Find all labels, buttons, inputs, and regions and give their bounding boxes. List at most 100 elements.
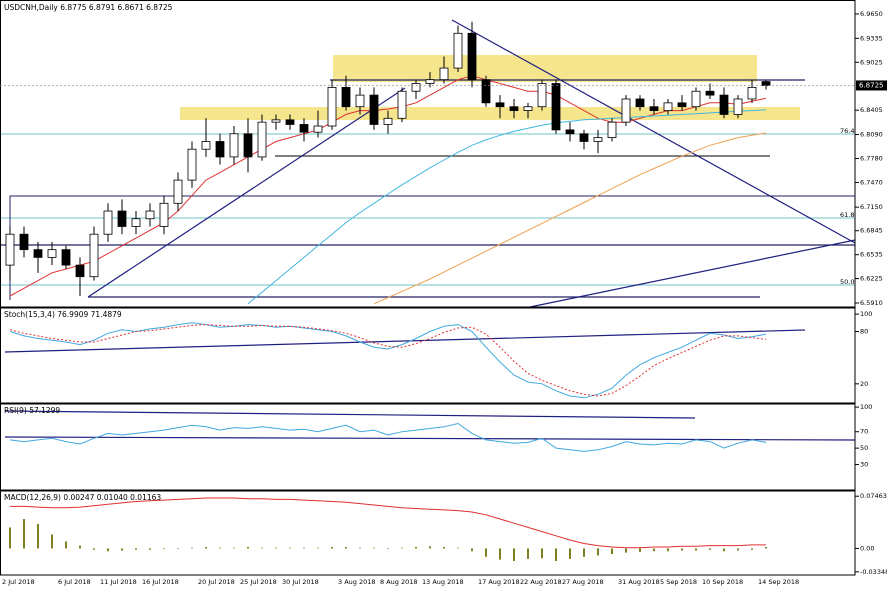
candle-body	[565, 129, 575, 135]
y-tick-label: 30	[860, 461, 868, 469]
indicator-line	[247, 109, 767, 305]
x-tick-label: 31 Aug 2018	[618, 578, 660, 586]
y-tick-label: 6.9025	[860, 58, 883, 66]
indicator-title: RSI(9) 57.1299	[4, 406, 60, 415]
histogram-bar	[401, 547, 403, 549]
candle-body	[537, 83, 547, 108]
y-tick-label: 20	[860, 380, 868, 388]
candle-body	[89, 233, 99, 278]
candle-body	[579, 133, 589, 142]
histogram-bar	[317, 547, 319, 549]
candle-body	[341, 86, 351, 108]
histogram-bar	[639, 548, 641, 552]
histogram-bar	[709, 548, 711, 550]
histogram-bar	[9, 527, 11, 549]
y-tick-label: 6.6535	[860, 251, 883, 259]
candle-body	[677, 102, 687, 108]
histogram-bar	[485, 548, 487, 557]
x-tick-label: 17 Aug 2018	[478, 578, 520, 586]
trend-line	[4, 436, 856, 441]
histogram-bar	[737, 548, 739, 551]
candle-body	[159, 202, 169, 227]
x-tick-label: 13 Aug 2018	[422, 578, 464, 586]
indicator-line	[9, 324, 767, 397]
histogram-bar	[555, 548, 557, 562]
indicator-line	[9, 75, 767, 297]
x-tick-label: 22 Aug 2018	[520, 578, 562, 586]
histogram-bar	[191, 547, 193, 549]
candle-body	[19, 233, 29, 251]
candle-body	[215, 141, 225, 158]
candle-body	[663, 102, 673, 111]
candle-body	[635, 98, 645, 108]
y-tick-label: 6.7470	[860, 178, 883, 186]
candle-body	[47, 249, 57, 258]
trend-line	[87, 87, 406, 298]
y-tick-label: 80	[860, 328, 868, 336]
histogram-bar	[429, 546, 431, 549]
histogram-bar	[93, 548, 95, 550]
candle-body	[243, 133, 253, 158]
candle-body	[649, 106, 659, 111]
y-tick-label: 6.5910	[860, 299, 883, 307]
y-tick-label: 0.07463	[860, 492, 887, 500]
histogram-bar	[261, 547, 263, 549]
candle-body	[761, 81, 771, 86]
chart-title: USDCNH,Daily 6.8775 6.8791 6.8671 6.8725	[4, 3, 173, 12]
candle-body	[75, 264, 85, 278]
histogram-bar	[37, 523, 39, 549]
histogram-bar	[513, 548, 515, 562]
histogram-bar	[289, 547, 291, 549]
y-tick-label: 0.00	[860, 544, 874, 552]
y-tick-label: 6.8405	[860, 106, 883, 114]
histogram-bar	[611, 548, 613, 555]
histogram-bar	[107, 548, 109, 552]
indicator-line	[9, 422, 767, 452]
candle-body	[607, 121, 617, 139]
histogram-bar	[51, 534, 53, 549]
histogram-bar	[205, 547, 207, 549]
trend-line	[451, 19, 856, 244]
indicator-title: Stoch(15,3,4) 76.9909 71.4879	[4, 310, 122, 319]
candle-body	[201, 141, 211, 150]
candle-body	[467, 32, 477, 81]
histogram-bar	[765, 547, 767, 549]
y-tick-label: -0.03348	[860, 568, 887, 576]
y-tick-label: 6.8090	[860, 131, 883, 139]
histogram-bar	[65, 541, 67, 549]
y-tick-label: 6.9335	[860, 34, 883, 42]
candle-body	[621, 98, 631, 123]
candle-body	[397, 90, 407, 119]
candle-body	[481, 79, 491, 104]
histogram-bar	[667, 548, 669, 552]
histogram-bar	[499, 548, 501, 560]
candle-body	[747, 86, 757, 100]
histogram-bar	[695, 548, 697, 551]
histogram-bar	[233, 547, 235, 549]
histogram-bar	[247, 547, 249, 549]
histogram-bar	[527, 548, 529, 559]
candle-body	[285, 119, 295, 125]
candle-body	[523, 106, 533, 111]
indicator-line	[10, 497, 766, 549]
candle-body	[691, 90, 701, 108]
candle-body	[495, 102, 505, 108]
histogram-bar	[135, 548, 137, 550]
plot-frame	[0, 0, 856, 576]
histogram-bar	[177, 548, 179, 550]
histogram-bar	[751, 548, 753, 550]
trend-line	[529, 239, 856, 308]
histogram-bar	[415, 547, 417, 549]
fib-label: 61.8	[840, 211, 854, 219]
candle-body	[509, 106, 519, 111]
histogram-bar	[583, 548, 585, 557]
candle-body	[131, 218, 141, 227]
histogram-bar	[359, 547, 361, 549]
y-tick-label: 100	[860, 403, 872, 411]
x-tick-label: 11 Jul 2018	[100, 578, 137, 586]
x-tick-label: 14 Sep 2018	[758, 578, 799, 586]
histogram-bar	[303, 547, 305, 549]
current-price-box	[856, 80, 887, 91]
histogram-bar	[79, 545, 81, 549]
candle-body	[733, 98, 743, 115]
